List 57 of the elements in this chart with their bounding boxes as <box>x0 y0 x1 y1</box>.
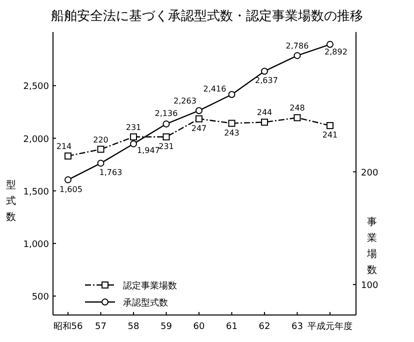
data-label: 2,892 <box>324 47 348 56</box>
point <box>228 90 236 98</box>
point <box>162 133 170 140</box>
x-tick-label: 昭和56 <box>53 321 83 332</box>
data-label: 231 <box>126 122 142 132</box>
data-label: 214 <box>56 142 72 152</box>
x-tick-label: 平成元年度 <box>308 321 352 332</box>
data-label: 1,763 <box>99 168 122 178</box>
point <box>130 133 137 140</box>
point <box>130 140 137 148</box>
y2-tick-label: 200 <box>361 168 378 178</box>
point <box>326 40 334 48</box>
y2-axis-title: 事業場数 <box>366 216 377 276</box>
x-tick-label: 58 <box>128 322 140 332</box>
data-label: 1,605 <box>60 184 82 194</box>
data-label: 248 <box>290 104 305 113</box>
point <box>228 120 236 127</box>
x-tick-label: 60 <box>193 322 205 332</box>
x-tick-label: 57 <box>95 322 106 332</box>
point <box>196 107 202 114</box>
data-label: 2,637 <box>255 76 278 86</box>
point <box>326 122 334 130</box>
data-label: 243 <box>224 128 240 138</box>
x-tick-label: 62 <box>258 322 270 332</box>
data-label: 1,947 <box>137 146 160 155</box>
y-tick-label: 2,000 <box>23 134 50 145</box>
x-tick-label: 63 <box>292 322 303 332</box>
y-tick-label: 2,500 <box>23 82 50 92</box>
point <box>261 68 268 75</box>
data-label: 2,136 <box>154 108 178 118</box>
point <box>64 152 72 160</box>
point <box>196 115 202 122</box>
data-label: 2,263 <box>174 96 196 106</box>
y2-tick-label: 100 <box>361 281 378 292</box>
y-tick-label: 1,000 <box>23 240 50 250</box>
point <box>97 146 104 153</box>
point <box>294 52 301 60</box>
x-tick-label: 59 <box>160 322 172 332</box>
point <box>162 120 170 128</box>
data-label: 2,416 <box>203 84 226 94</box>
chart-title: 船舶安全法に基づく承認型式数・認定事業場数の推移 <box>51 8 363 24</box>
data-label: 241 <box>322 130 338 140</box>
y-tick-label: 1,500 <box>23 187 50 198</box>
legend-label: 認定事業場数 <box>123 280 177 292</box>
y-tick-label: 500 <box>32 292 50 303</box>
point <box>64 176 72 184</box>
data-label: 244 <box>256 108 272 118</box>
point <box>294 114 301 122</box>
point <box>261 118 268 126</box>
legend-label: 承認型式数 <box>123 298 168 308</box>
data-label: 231 <box>158 142 174 151</box>
x-tick-label: 61 <box>226 322 238 332</box>
y-axis-title: 型式数 <box>6 179 16 223</box>
data-label: 247 <box>191 124 207 133</box>
point <box>97 160 104 167</box>
data-label: 220 <box>93 135 108 144</box>
data-label: 2,786 <box>286 42 309 51</box>
